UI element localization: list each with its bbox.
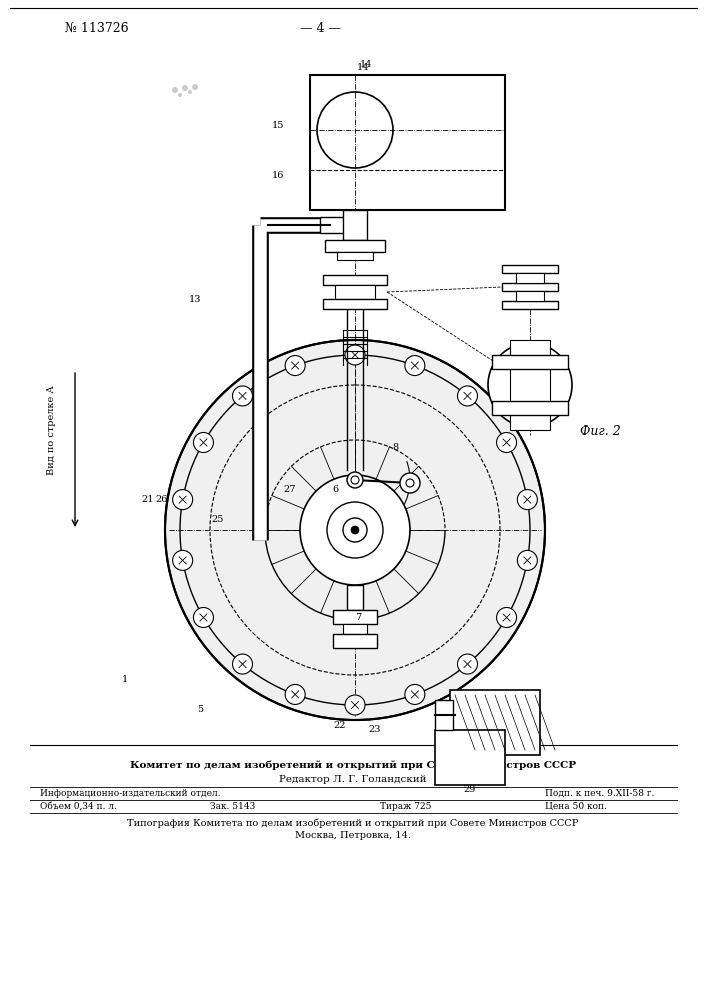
- Circle shape: [488, 343, 572, 427]
- Circle shape: [518, 490, 537, 510]
- Circle shape: [343, 518, 367, 542]
- Circle shape: [400, 473, 420, 493]
- Text: 6: 6: [332, 486, 338, 494]
- Bar: [516, 291, 544, 301]
- Text: Комитет по делам изобретений и открытий при Совете Министров СССР: Комитет по делам изобретений и открытий …: [130, 760, 576, 770]
- Circle shape: [285, 684, 305, 704]
- Text: 15: 15: [271, 120, 284, 129]
- Text: Тираж 725: Тираж 725: [380, 802, 431, 811]
- Text: № 113726: № 113726: [65, 22, 129, 35]
- Circle shape: [457, 386, 477, 406]
- Bar: [333, 610, 377, 624]
- Text: 13: 13: [189, 296, 201, 304]
- Text: 21: 21: [141, 495, 154, 504]
- Circle shape: [178, 93, 182, 97]
- Bar: [492, 355, 568, 369]
- Text: — 4 —: — 4 —: [300, 22, 341, 35]
- Text: Москва, Петровка, 14.: Москва, Петровка, 14.: [295, 831, 411, 840]
- Bar: [335, 285, 375, 299]
- Bar: [320, 217, 350, 233]
- Circle shape: [496, 607, 517, 628]
- Text: 26: 26: [156, 495, 168, 504]
- Bar: [343, 624, 367, 634]
- Circle shape: [173, 550, 193, 570]
- Bar: [435, 730, 505, 785]
- Bar: [502, 265, 558, 273]
- Text: 23: 23: [369, 726, 381, 734]
- Circle shape: [405, 684, 425, 704]
- Circle shape: [457, 654, 477, 674]
- Text: 25: 25: [212, 516, 224, 524]
- Text: Вид по стрелке А: Вид по стрелке А: [47, 385, 57, 475]
- Circle shape: [345, 345, 365, 365]
- Circle shape: [165, 340, 545, 720]
- Bar: [502, 301, 558, 309]
- Circle shape: [347, 472, 363, 488]
- Text: 7: 7: [355, 613, 361, 622]
- Text: Типография Комитета по делам изобретений и открытий при Совете Министров СССР: Типография Комитета по делам изобретений…: [127, 818, 579, 828]
- Circle shape: [188, 90, 192, 94]
- Circle shape: [233, 386, 252, 406]
- Circle shape: [233, 654, 252, 674]
- Bar: [333, 634, 377, 648]
- Text: 8: 8: [392, 444, 398, 452]
- Text: 22: 22: [334, 720, 346, 730]
- Text: Объем 0,34 п. л.: Объем 0,34 п. л.: [40, 802, 117, 811]
- Circle shape: [172, 87, 178, 93]
- Circle shape: [327, 502, 383, 558]
- Circle shape: [518, 550, 537, 570]
- Text: 16: 16: [271, 170, 284, 180]
- Bar: [492, 401, 568, 415]
- Circle shape: [182, 85, 188, 91]
- Circle shape: [405, 356, 425, 376]
- Circle shape: [194, 607, 214, 628]
- Circle shape: [285, 356, 305, 376]
- Bar: [325, 240, 385, 252]
- Circle shape: [192, 84, 198, 90]
- Bar: [323, 299, 387, 309]
- Bar: [502, 283, 558, 291]
- Circle shape: [173, 490, 193, 510]
- Bar: [337, 252, 373, 260]
- Bar: [347, 585, 363, 610]
- Circle shape: [345, 695, 365, 715]
- Bar: [435, 700, 453, 730]
- Text: Зак. 5143: Зак. 5143: [210, 802, 255, 811]
- Text: 14: 14: [360, 60, 373, 69]
- Text: 5: 5: [197, 706, 203, 714]
- Text: Подп. к печ. 9.XII-58 г.: Подп. к печ. 9.XII-58 г.: [545, 789, 655, 798]
- Bar: [450, 690, 540, 755]
- Text: 1: 1: [122, 676, 128, 684]
- Text: 14: 14: [357, 64, 369, 73]
- Bar: [510, 340, 550, 430]
- Text: Фиг. 2: Фиг. 2: [580, 425, 621, 438]
- Circle shape: [194, 433, 214, 453]
- Text: Цена 50 коп.: Цена 50 коп.: [545, 802, 607, 811]
- Text: Информационно-издательский отдел.: Информационно-издательский отдел.: [40, 789, 221, 798]
- Circle shape: [300, 475, 410, 585]
- Bar: [516, 273, 544, 283]
- Circle shape: [351, 526, 359, 534]
- Circle shape: [496, 432, 517, 452]
- Text: Редактор Л. Г. Голандский: Редактор Л. Г. Голандский: [279, 775, 427, 784]
- Text: 29: 29: [464, 786, 477, 794]
- Bar: [310, 75, 505, 210]
- Text: 27: 27: [284, 486, 296, 494]
- Bar: [343, 210, 367, 240]
- Bar: [323, 275, 387, 285]
